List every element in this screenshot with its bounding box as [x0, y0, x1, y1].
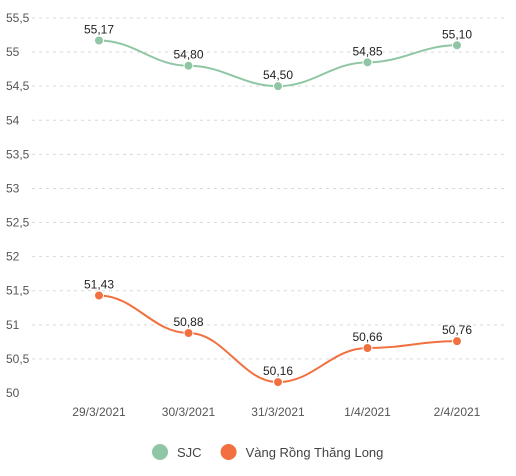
x-tick-label: 29/3/2021 — [72, 405, 126, 419]
data-point — [362, 343, 373, 353]
x-tick-label: 2/4/2021 — [434, 405, 481, 419]
data-point — [452, 40, 462, 51]
data-label: 55,17 — [84, 23, 114, 37]
series-group: 55,17 54,80 54,50 54,85 55,10 — [84, 23, 472, 92]
data-point — [94, 290, 104, 301]
y-tick-label: 51,5 — [6, 284, 30, 298]
data-point — [362, 57, 373, 68]
y-tick-label: 50,5 — [6, 352, 30, 366]
data-label: 51,43 — [84, 278, 114, 292]
legend-label: SJC — [177, 445, 202, 460]
x-axis: 29/3/2021 30/3/2021 31/3/2021 1/4/2021 2/4/2… — [72, 405, 480, 419]
data-label: 50,66 — [352, 330, 382, 344]
data-label: 54,80 — [173, 48, 203, 62]
data-label: 50,88 — [173, 315, 203, 329]
data-point — [452, 336, 462, 347]
legend-marker — [152, 444, 168, 460]
data-label: 55,10 — [442, 27, 472, 41]
y-tick-label: 52,5 — [6, 216, 30, 230]
data-label: 54,85 — [352, 44, 382, 58]
y-tick-label: 54,5 — [6, 79, 30, 93]
x-tick-label: 30/3/2021 — [162, 405, 216, 419]
data-point — [183, 328, 194, 338]
y-tick-label: 52 — [6, 250, 20, 264]
data-label: 54,50 — [263, 68, 293, 82]
data-label: 50,16 — [263, 364, 293, 378]
series: 55,17 54,80 54,50 54,85 55,10 51,43 50,88 50,16… — [84, 23, 472, 388]
legend-item[interactable]: SJC — [152, 444, 202, 460]
y-tick-label: 50 — [6, 386, 20, 400]
data-point — [183, 60, 194, 71]
series-group: 51,43 50,88 50,16 50,66 50,76 — [84, 278, 472, 388]
y-tick-label: 54 — [6, 113, 20, 127]
legend-label: Vàng Rồng Thăng Long — [246, 445, 384, 460]
y-axis: 50 50,5 51 51,5 52 52,5 53 53,5 54 54,5 55 55,5 — [6, 11, 30, 400]
y-tick-label: 53 — [6, 181, 20, 195]
data-point — [273, 81, 283, 92]
y-tick-label: 55 — [6, 45, 20, 59]
data-point — [94, 35, 104, 46]
grid — [32, 17, 508, 360]
y-tick-label: 51 — [6, 318, 20, 332]
y-tick-label: 55,5 — [6, 11, 30, 25]
x-tick-label: 31/3/2021 — [251, 405, 305, 419]
legend-item[interactable]: Vàng Rồng Thăng Long — [220, 444, 384, 460]
data-label: 50,76 — [442, 323, 472, 337]
y-tick-label: 53,5 — [6, 147, 30, 161]
legend-marker — [220, 444, 237, 460]
legend[interactable]: SJC Vàng Rồng Thăng Long — [152, 444, 383, 460]
data-point — [273, 377, 283, 388]
x-tick-label: 1/4/2021 — [344, 405, 391, 419]
